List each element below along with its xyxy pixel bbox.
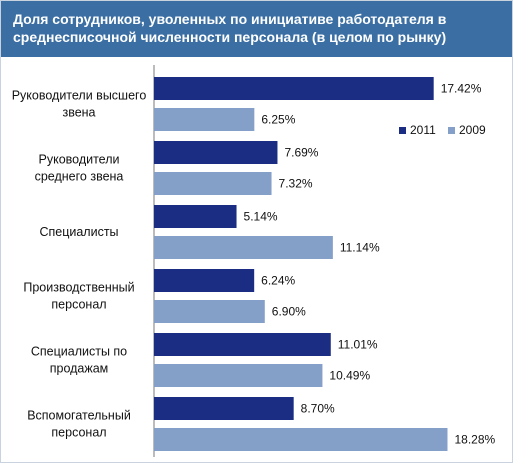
legend-swatch-2011	[399, 127, 406, 134]
category-label-line: Вспомогательный	[27, 409, 131, 423]
bar-2011	[154, 269, 255, 292]
data-label: 5.14%	[244, 210, 278, 224]
category-label: Специалисты по продажам	[31, 345, 127, 376]
data-label: 6.25%	[261, 113, 295, 127]
bar-2009	[154, 300, 265, 323]
bar-2009	[154, 428, 448, 451]
data-label: 17.42%	[441, 82, 482, 96]
bar-chart: Руководители высшего звена 17.42% 6.25% Руко…	[12, 65, 496, 457]
category-label: Специалисты	[39, 225, 118, 239]
bar-2011	[154, 397, 294, 420]
category-label-line: Производственный	[23, 281, 134, 295]
bar-2011	[154, 333, 331, 356]
legend: 2011 2009	[399, 123, 486, 137]
category-label: Руководители среднего звена	[35, 153, 124, 184]
bar-2011	[154, 205, 237, 228]
category-label: Вспомогательный персонал	[27, 409, 131, 440]
category-label: Руководители высшего звена	[12, 89, 147, 120]
category-label-line: звена	[62, 106, 95, 120]
data-label: 11.01%	[338, 338, 378, 352]
bar-2009	[154, 364, 323, 387]
bar-2009	[154, 172, 272, 195]
category-label-line: продажам	[50, 362, 109, 376]
chart-title: Доля сотрудников, уволенных по инициатив…	[1, 1, 512, 57]
legend-label: 2011	[410, 123, 436, 137]
category-label-line: персонал	[51, 298, 106, 312]
data-label: 6.24%	[261, 274, 295, 288]
category-label-line: персонал	[51, 426, 106, 440]
bar-2009	[154, 236, 333, 259]
category-label: Производственный персонал	[23, 281, 134, 312]
category-label-line: Руководители высшего	[12, 89, 147, 103]
legend-label: 2009	[459, 123, 486, 137]
data-label: 8.70%	[301, 402, 335, 416]
category-label-line: Специалисты	[39, 225, 118, 239]
bar-2009	[154, 108, 255, 131]
data-label: 11.14%	[340, 241, 380, 255]
data-label: 18.28%	[454, 433, 495, 447]
bar-2011	[154, 141, 278, 164]
category-label-line: Специалисты по	[31, 345, 127, 359]
data-label: 7.32%	[279, 177, 313, 191]
data-label: 6.90%	[272, 305, 306, 319]
legend-swatch-2009	[448, 127, 455, 134]
bar-2011	[154, 77, 434, 100]
category-label-line: Руководители	[39, 153, 120, 167]
data-label: 7.69%	[284, 146, 318, 160]
category-label-line: среднего звена	[35, 170, 124, 184]
data-label: 10.49%	[329, 369, 370, 383]
